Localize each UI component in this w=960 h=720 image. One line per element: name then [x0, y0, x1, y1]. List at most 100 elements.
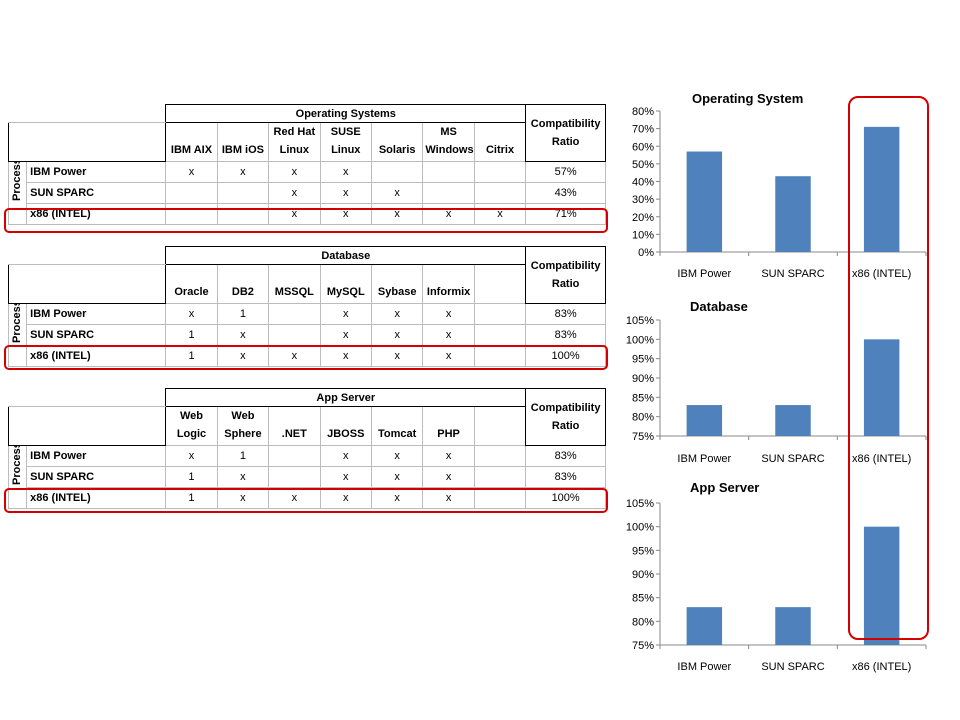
table-cell [473, 466, 527, 488]
row-label: IBM Power [26, 161, 167, 183]
column-header: .NET [268, 406, 321, 446]
table-cell [473, 324, 527, 346]
column-header: Citrix [473, 122, 527, 162]
os-table-wrap: Operating Systems Compatibility Ratio IBM … [7, 104, 606, 225]
table-cell [422, 182, 475, 204]
y-tick-label: 90% [632, 373, 654, 385]
bar-x86-intel [863, 126, 900, 252]
table-cell: x [165, 445, 218, 467]
row-label: SUN SPARC [26, 182, 167, 204]
processor-label-text: Processor [11, 161, 23, 202]
y-tick-label: 100% [626, 522, 654, 534]
column-header: PHP [422, 406, 475, 446]
ratio-cell: 43% [525, 182, 606, 204]
bar-ibm-power [686, 405, 723, 436]
x-category-label: x86 (INTEL) [852, 268, 911, 280]
table-row: SUN SPARC 1 x x x x 83% [9, 324, 606, 346]
table-cell [165, 182, 218, 204]
ratio-header: Compatibility Ratio [525, 104, 606, 162]
y-tick-label: 70% [632, 124, 654, 136]
y-tick-label: 75% [632, 431, 654, 443]
column-header: Web Logic [165, 406, 218, 446]
bar-x86-intel [863, 339, 900, 436]
column-header: IBM AIX [165, 122, 218, 162]
processor-label-text: Processor [11, 445, 23, 486]
empty-cell [8, 246, 166, 265]
table-cell: x [216, 324, 270, 346]
ratio-cell: 83% [525, 466, 606, 488]
y-tick-label: 80% [632, 412, 654, 424]
y-tick-label: 40% [632, 177, 654, 189]
y-tick-label: 85% [632, 593, 654, 605]
x-category-label: SUN SPARC [761, 453, 824, 465]
column-header: Solaris [370, 122, 424, 162]
y-tick-label: 105% [626, 315, 654, 327]
table-cell: x [370, 182, 424, 204]
ratio-cell: 57% [525, 161, 606, 183]
table-cell [473, 182, 527, 204]
empty-cell [8, 388, 166, 407]
y-tick-label: 0% [638, 247, 654, 259]
y-tick-label: 75% [632, 640, 654, 652]
chart-title: Database [690, 299, 748, 314]
table-cell: x [422, 445, 475, 467]
table-cell [370, 161, 424, 183]
table-cell: x [370, 466, 424, 488]
table-row: x86 (INTEL) 1 x x x x x 100% [9, 345, 606, 367]
ratio-cell: 100% [525, 487, 606, 509]
table-cell [216, 182, 270, 204]
bar-sun-sparc [775, 607, 811, 645]
x-category-label: IBM Power [677, 268, 731, 280]
y-tick-label: 30% [632, 194, 654, 206]
x-category-label: x86 (INTEL) [852, 661, 911, 673]
column-header: Web Sphere [216, 406, 270, 446]
table-cell: x [319, 445, 372, 467]
column-header: MySQL [319, 264, 372, 304]
column-header: SUSE Linux [319, 122, 372, 162]
db-x86-highlight [4, 345, 608, 370]
y-tick-label: 95% [632, 545, 654, 557]
table-cell: x [422, 466, 475, 488]
empty-cell [7, 406, 167, 446]
ratio-cell: 83% [525, 445, 606, 467]
table-cell: x [319, 466, 372, 488]
column-header [473, 264, 527, 304]
processor-side-label: Processor [7, 303, 28, 367]
table-cell: x [268, 182, 321, 204]
table-cell [473, 161, 527, 183]
table-cell: 1 [165, 466, 218, 488]
table-cell: x [319, 182, 372, 204]
bar-sun-sparc [775, 405, 811, 436]
table-row: Processor IBM Power x 1 x x x 83% [7, 445, 606, 509]
group-title: Database [165, 246, 527, 265]
table-cell: x [216, 466, 270, 488]
compat-table: App Server Compatibility Ratio Web Logic We… [7, 388, 606, 509]
table-cell: x [422, 303, 475, 325]
table-cell: x [370, 324, 424, 346]
table-cell [473, 445, 527, 467]
column-header: Sybase [370, 264, 424, 304]
bar-x86-intel [863, 526, 900, 645]
x-category-label: IBM Power [677, 453, 731, 465]
chart-title: Operating System [692, 91, 803, 106]
row-label: SUN SPARC [26, 466, 167, 488]
y-tick-label: 60% [632, 141, 654, 153]
charts-x86-highlight [848, 96, 929, 640]
table-cell: x [216, 161, 270, 183]
ratio-cell: 83% [525, 303, 606, 325]
column-header: Tomcat [370, 406, 424, 446]
table-cell [268, 445, 321, 467]
charts-area: Operating System 0% 10% 20% 30% 40% 50% 60% 70% 8… [626, 91, 927, 673]
empty-cell [7, 264, 167, 304]
table-cell: x [422, 324, 475, 346]
table-cell [268, 466, 321, 488]
ratio-cell: 100% [525, 345, 606, 367]
y-tick-label: 80% [632, 106, 654, 118]
column-header [473, 406, 527, 446]
ratio-header: Compatibility Ratio [525, 388, 606, 446]
y-tick-label: 10% [632, 229, 654, 241]
y-tick-label: 50% [632, 159, 654, 171]
table-cell: x [319, 161, 372, 183]
table-cell [268, 324, 321, 346]
processor-side-label: Processor [7, 445, 28, 509]
